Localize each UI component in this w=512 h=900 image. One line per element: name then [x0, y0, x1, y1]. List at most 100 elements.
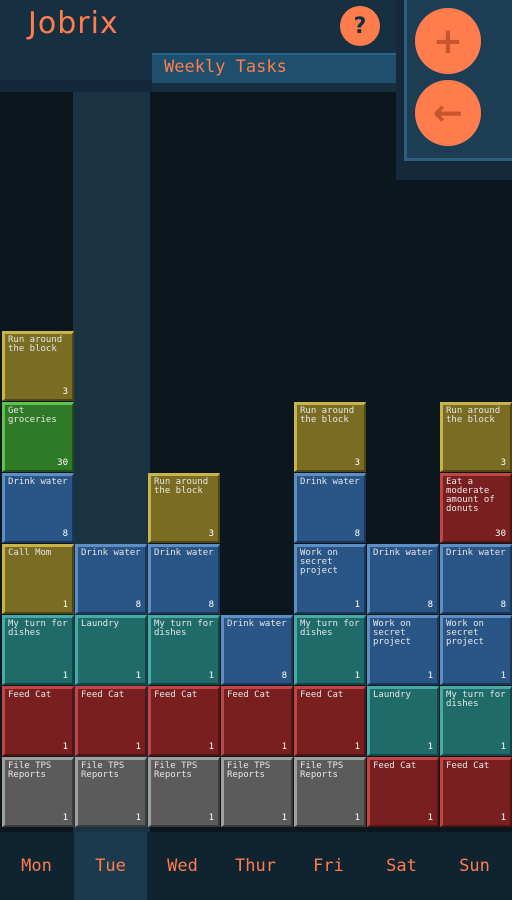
task-block[interactable]: Drink water 8: [75, 544, 147, 614]
task-label: File TPS Reports: [227, 761, 271, 780]
task-label: Drink water: [8, 477, 68, 487]
task-label: Drink water: [300, 477, 360, 487]
task-block[interactable]: Feed Cat 1: [440, 757, 512, 827]
task-label: Drink water: [446, 548, 506, 558]
day-tab-sun[interactable]: Sun: [459, 856, 490, 876]
task-label: File TPS Reports: [154, 761, 198, 780]
task-points: 8: [208, 600, 214, 610]
task-block[interactable]: Work on secret project 1: [294, 544, 366, 614]
task-points: 3: [354, 458, 360, 468]
task-label: Get groceries: [8, 406, 57, 425]
task-points: 1: [500, 742, 506, 752]
task-label: My turn for dishes: [446, 690, 506, 709]
add-task-button[interactable]: +: [415, 8, 481, 74]
task-block[interactable]: Drink water 8: [221, 615, 293, 685]
task-label: Feed Cat: [8, 690, 52, 700]
header-bevel: [0, 80, 152, 92]
arrow-left-icon: ←: [432, 92, 464, 134]
day-tab-tue[interactable]: Tue: [74, 832, 147, 900]
task-label: Call Mom: [8, 548, 52, 558]
task-block[interactable]: My turn for dishes 1: [294, 615, 366, 685]
day-tab-fri[interactable]: Fri: [313, 856, 344, 876]
task-block[interactable]: My turn for dishes 1: [440, 686, 512, 756]
task-block[interactable]: File TPS Reports 1: [2, 757, 74, 827]
task-block[interactable]: My turn for dishes 1: [148, 615, 220, 685]
subtitle-band: Weekly Tasks: [152, 53, 400, 83]
task-block[interactable]: Run around the block 3: [148, 473, 220, 543]
task-block[interactable]: Feed Cat 1: [2, 686, 74, 756]
help-button[interactable]: ?: [340, 6, 380, 46]
task-label: Feed Cat: [373, 761, 417, 771]
task-label: Feed Cat: [300, 690, 344, 700]
task-label: Work on secret project: [300, 548, 338, 576]
task-points: 1: [427, 813, 433, 823]
task-block[interactable]: Laundry 1: [75, 615, 147, 685]
task-block[interactable]: Laundry 1: [367, 686, 439, 756]
task-block[interactable]: Drink water 8: [294, 473, 366, 543]
task-block[interactable]: File TPS Reports 1: [75, 757, 147, 827]
task-block[interactable]: Feed Cat 1: [294, 686, 366, 756]
task-block[interactable]: Run around the block 3: [294, 402, 366, 472]
task-block[interactable]: Call Mom 1: [2, 544, 74, 614]
task-points: 8: [354, 529, 360, 539]
task-points: 1: [62, 600, 68, 610]
page-subtitle: Weekly Tasks: [164, 57, 287, 77]
task-label: File TPS Reports: [300, 761, 344, 780]
task-points: 8: [135, 600, 141, 610]
task-block[interactable]: File TPS Reports 1: [221, 757, 293, 827]
task-block[interactable]: My turn for dishes 1: [2, 615, 74, 685]
task-block[interactable]: Feed Cat 1: [75, 686, 147, 756]
task-label: Run around the block: [446, 406, 501, 425]
day-tab-mon[interactable]: Mon: [21, 856, 52, 876]
task-block[interactable]: File TPS Reports 1: [148, 757, 220, 827]
task-block[interactable]: Work on secret project 1: [440, 615, 512, 685]
task-block[interactable]: Run around the block 3: [2, 331, 74, 401]
task-points: 1: [500, 813, 506, 823]
task-label: Run around the block: [154, 477, 209, 496]
task-label: My turn for dishes: [300, 619, 360, 638]
day-tab-sat[interactable]: Sat: [386, 856, 417, 876]
task-label: Drink water: [373, 548, 433, 558]
app-header: Jobrix ? Weekly Tasks: [0, 0, 400, 92]
task-block[interactable]: Feed Cat 1: [367, 757, 439, 827]
task-block[interactable]: File TPS Reports 1: [294, 757, 366, 827]
task-block[interactable]: Drink water 8: [2, 473, 74, 543]
task-block[interactable]: Eat a moderate amount of donuts 30: [440, 473, 512, 543]
app-title: Jobrix: [28, 6, 119, 41]
task-points: 1: [281, 813, 287, 823]
task-points: 1: [500, 671, 506, 681]
task-block[interactable]: Run around the block 3: [440, 402, 512, 472]
task-block[interactable]: Drink water 8: [148, 544, 220, 614]
task-label: Laundry: [373, 690, 411, 700]
task-block[interactable]: Drink water 8: [440, 544, 512, 614]
task-label: Eat a moderate amount of donuts: [446, 477, 495, 514]
task-label: File TPS Reports: [8, 761, 52, 780]
task-points: 1: [135, 671, 141, 681]
task-points: 1: [281, 742, 287, 752]
task-points: 1: [354, 813, 360, 823]
task-label: Run around the block: [300, 406, 355, 425]
task-block[interactable]: Work on secret project 1: [367, 615, 439, 685]
back-button[interactable]: ←: [415, 80, 481, 146]
day-tab-wed[interactable]: Wed: [167, 856, 198, 876]
task-points: 8: [500, 600, 506, 610]
task-label: Feed Cat: [446, 761, 490, 771]
task-label: Drink water: [81, 548, 141, 558]
task-points: 1: [208, 671, 214, 681]
task-block[interactable]: Feed Cat 1: [221, 686, 293, 756]
day-tab-thur[interactable]: Thur: [235, 856, 276, 876]
task-label: Work on secret project: [373, 619, 411, 647]
task-points: 1: [135, 813, 141, 823]
task-points: 1: [62, 671, 68, 681]
task-block[interactable]: Drink water 8: [367, 544, 439, 614]
task-label: Work on secret project: [446, 619, 484, 647]
action-panel-inner: + ←: [404, 0, 512, 161]
task-label: Feed Cat: [227, 690, 271, 700]
task-points: 1: [208, 813, 214, 823]
task-block[interactable]: Feed Cat 1: [148, 686, 220, 756]
task-block[interactable]: Get groceries 30: [2, 402, 74, 472]
task-points: 1: [62, 742, 68, 752]
day-tab-bar: Mon Tue Wed Thur Fri Sat Sun: [0, 832, 512, 900]
task-label: Feed Cat: [81, 690, 125, 700]
task-points: 3: [62, 387, 68, 397]
